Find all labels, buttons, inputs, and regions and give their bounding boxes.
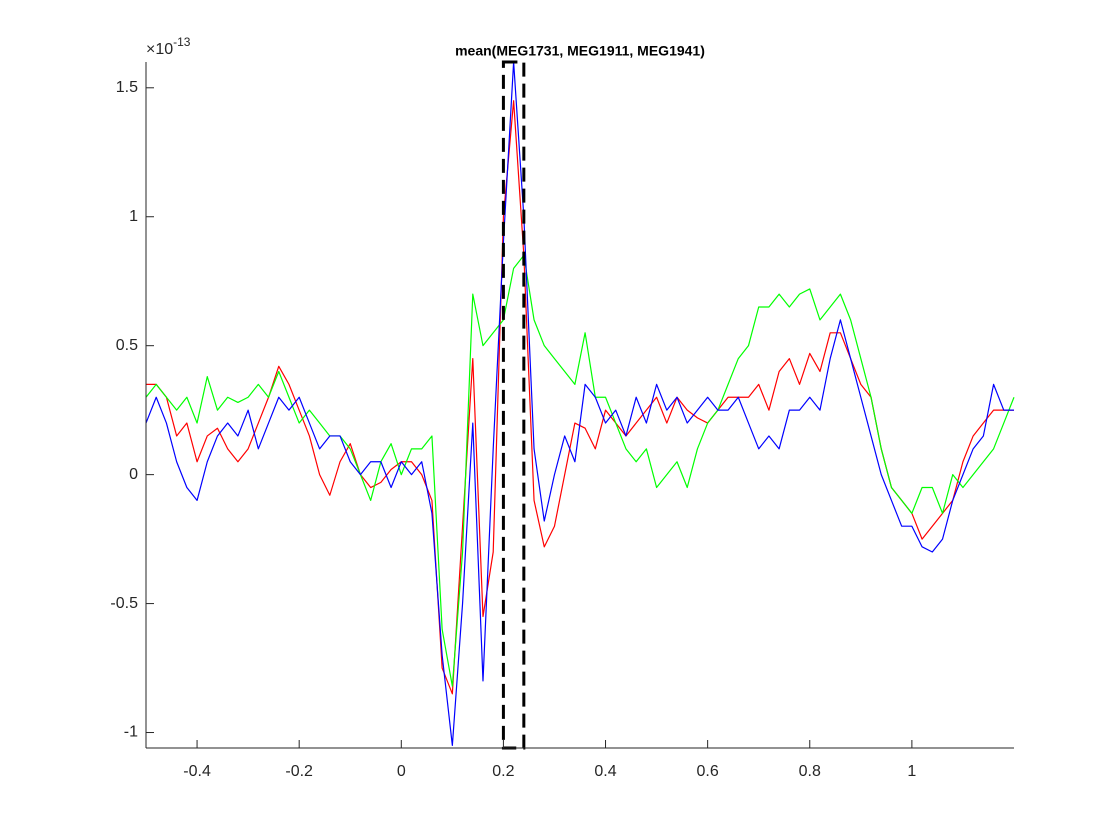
series-line: [145, 61, 1014, 747]
x-tick-label: -0.2: [285, 763, 313, 780]
y-tick-label: 1: [129, 208, 138, 225]
y-exponent-label: ×10-13: [146, 35, 191, 58]
y-tick-label: -0.5: [110, 595, 138, 612]
x-tick-label: 0.2: [492, 763, 514, 780]
y-tick-label: 0.5: [116, 337, 138, 354]
x-tick-label: 1: [907, 763, 916, 780]
x-tick-label: -0.4: [183, 763, 211, 780]
y-tick-label: 0: [129, 466, 138, 483]
series-line: [145, 254, 1015, 687]
y-tick-label: -1: [124, 724, 138, 741]
x-tick-label: 0: [397, 763, 406, 780]
x-tick-label: 0.4: [594, 763, 616, 780]
chart-title: mean(MEG1731, MEG1911, MEG1941): [455, 43, 705, 59]
y-exponent: -13: [173, 35, 191, 49]
y-tick-label: 1.5: [116, 79, 138, 96]
x-tick-label: 0.8: [799, 763, 821, 780]
y-multiplier: ×10: [146, 41, 173, 58]
x-tick-label: 0.6: [697, 763, 719, 780]
